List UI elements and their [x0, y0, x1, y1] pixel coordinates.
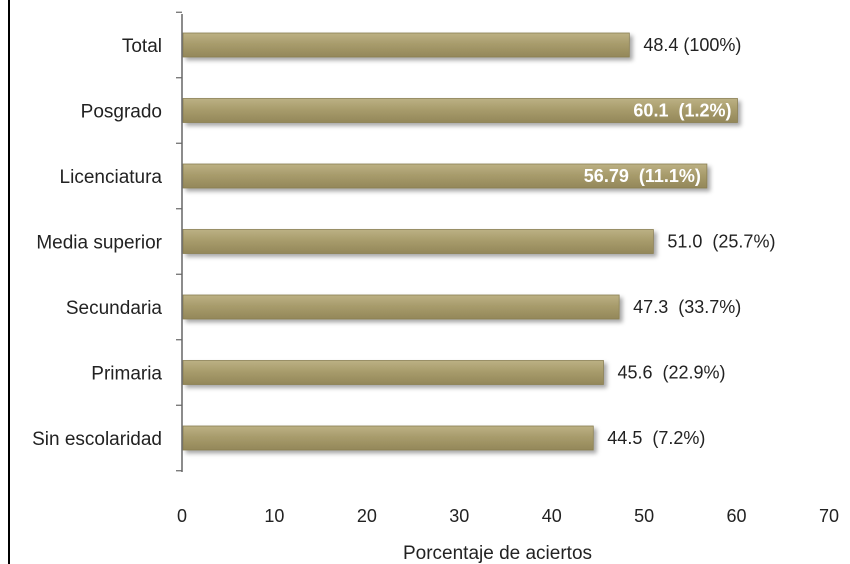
data-label: 56.79 (11.1%)	[584, 166, 701, 186]
data-labels-group: Total 48.4 (100%) Posgrado 60.1 (1.2%) Licen…	[32, 35, 775, 450]
data-label: 48.4 (100%)	[643, 35, 741, 55]
category-label: Total	[122, 36, 162, 57]
bars-group	[182, 32, 738, 451]
x-axis-ticks: 0 10 20 30 40 50 60 70	[177, 506, 839, 526]
x-tick-label: 60	[727, 506, 747, 526]
bar	[182, 229, 654, 254]
x-tick-label: 10	[264, 506, 284, 526]
data-label: 45.6 (22.9%)	[617, 363, 725, 383]
category-label: Posgrado	[81, 102, 162, 123]
data-label: 51.0 (25.7%)	[667, 232, 775, 252]
bar	[182, 294, 620, 320]
category-label: Licenciatura	[60, 167, 163, 188]
category-label: Sin escolaridad	[32, 429, 162, 450]
bar	[182, 163, 708, 189]
y-axis-ticks	[176, 11, 182, 472]
category-label: Secundaria	[66, 298, 163, 319]
category-label: Media superior	[36, 233, 162, 254]
bar	[182, 360, 604, 385]
x-tick-label: 40	[542, 506, 562, 526]
bar	[182, 425, 594, 451]
data-label: 60.1 (1.2%)	[633, 101, 731, 121]
data-label: 47.3 (33.7%)	[633, 297, 741, 317]
x-axis-title: Porcentaje de aciertos	[403, 543, 592, 564]
bar	[182, 32, 630, 58]
category-label: Primaria	[91, 364, 162, 385]
x-tick-label: 0	[177, 506, 187, 526]
x-tick-label: 50	[634, 506, 654, 526]
data-label: 44.5 (7.2%)	[607, 428, 705, 448]
x-tick-label: 20	[357, 506, 377, 526]
x-tick-label: 70	[819, 506, 839, 526]
x-tick-label: 30	[449, 506, 469, 526]
bar	[182, 98, 738, 123]
